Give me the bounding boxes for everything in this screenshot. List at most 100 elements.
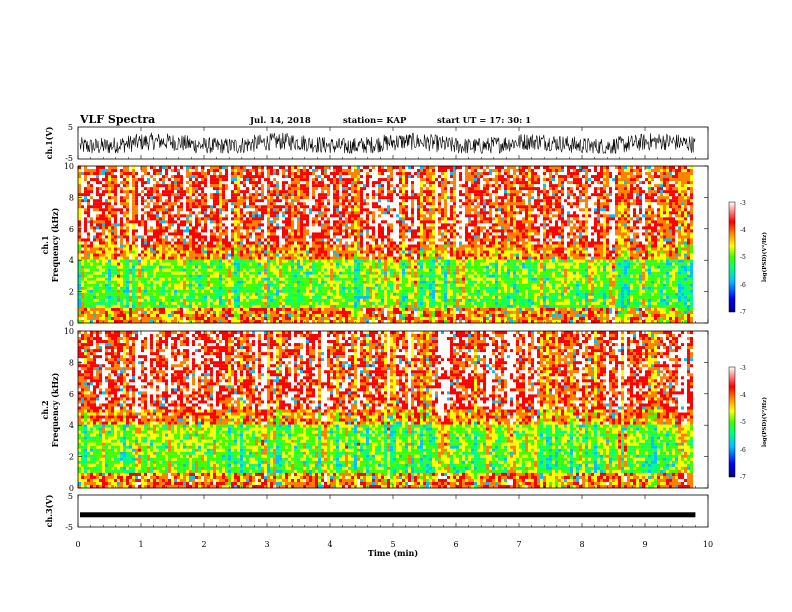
spectrogram-cell <box>186 266 189 269</box>
spectrogram-cell <box>147 190 150 193</box>
spectrogram-cell <box>147 175 150 178</box>
spectrogram-cell <box>162 317 165 320</box>
spectrogram-cell <box>126 308 129 311</box>
spectrogram-cell <box>123 166 126 169</box>
spectrogram-cell <box>90 266 93 269</box>
spectrogram-cell <box>84 181 87 184</box>
spectrogram-cell <box>114 296 117 299</box>
spectrogram-cell <box>114 229 117 232</box>
spectrogram-cell <box>123 214 126 217</box>
spectrogram-cell <box>87 166 90 169</box>
spectrogram-cell <box>177 293 180 296</box>
spectrogram-cell <box>162 199 165 202</box>
spectrogram-cell <box>156 184 159 187</box>
spectrogram-cell <box>168 208 171 211</box>
spectrogram-cell <box>159 275 162 278</box>
spectrogram-cell <box>117 290 120 293</box>
spectrogram-cell <box>201 245 204 248</box>
spectrogram-cell <box>108 251 111 254</box>
spectrogram-cell <box>90 257 93 260</box>
spectrogram-cell <box>96 175 99 178</box>
spectrogram-cell <box>105 266 108 269</box>
spectrogram-cell <box>138 272 141 275</box>
spectrogram-cell <box>171 260 174 263</box>
spectrogram-cell <box>96 235 99 238</box>
spectrogram-cell <box>129 290 132 293</box>
spectrogram-cell <box>180 263 183 266</box>
spectrogram-cell <box>165 226 168 229</box>
spectrogram-cell <box>108 284 111 287</box>
spectrogram-cell <box>162 287 165 290</box>
spectrogram-cell <box>81 299 84 302</box>
spectrogram-cell <box>156 187 159 190</box>
spectrogram-cell <box>102 317 105 320</box>
spectrogram-cell <box>123 245 126 248</box>
spectrogram-cell <box>180 166 183 169</box>
spectrogram-cell <box>183 272 186 275</box>
spectrogram-cell <box>177 211 180 214</box>
spectrogram-cell <box>93 266 96 269</box>
spectrogram-cell <box>171 202 174 205</box>
spectrogram-cell <box>141 238 144 241</box>
spectrogram-cell <box>129 269 132 272</box>
spectrogram-cell <box>147 251 150 254</box>
spectrogram-cell <box>117 314 120 317</box>
spectrogram-cell <box>84 178 87 181</box>
spectrogram-cell <box>111 272 114 275</box>
spectrogram-cell <box>177 266 180 269</box>
spectrogram-cell <box>156 284 159 287</box>
spectrogram-cell <box>117 275 120 278</box>
spectrogram-cell <box>168 302 171 305</box>
spectrogram-cell <box>111 290 114 293</box>
spectrogram-cell <box>138 175 141 178</box>
spectrogram-cell <box>174 308 177 311</box>
spectrogram-cell <box>159 254 162 257</box>
spectrogram-cell <box>117 272 120 275</box>
spectrogram-cell <box>183 248 186 251</box>
spectrogram-cell <box>195 293 198 296</box>
spectrogram-cell <box>105 226 108 229</box>
spectrogram-cell <box>189 208 192 211</box>
spectrogram-cell <box>174 278 177 281</box>
spectrogram-cell <box>123 220 126 223</box>
spectrogram-cell <box>102 193 105 196</box>
spectrogram-cell <box>114 193 117 196</box>
spectrogram-cell <box>171 293 174 296</box>
spectrogram-cell <box>81 184 84 187</box>
spectrogram-cell <box>84 272 87 275</box>
spectrogram-cell <box>126 202 129 205</box>
spectrogram-cell <box>108 196 111 199</box>
spectrogram-cell <box>195 187 198 190</box>
spectrogram-cell <box>162 181 165 184</box>
spectrogram-cell <box>99 226 102 229</box>
spectrogram-cell <box>81 257 84 260</box>
spectrogram-cell <box>195 266 198 269</box>
spectrogram-cell <box>123 284 126 287</box>
spectrogram-cell <box>156 317 159 320</box>
spectrogram-cell <box>132 266 135 269</box>
spectrogram-cell <box>186 178 189 181</box>
spectrogram-cell <box>93 251 96 254</box>
spectrogram-cell <box>192 245 195 248</box>
spectrogram-cell <box>162 193 165 196</box>
spectrogram-cell <box>87 181 90 184</box>
spectrogram-cell <box>153 202 156 205</box>
spectrogram-cell <box>108 232 111 235</box>
spectrogram-cell <box>102 278 105 281</box>
spectrogram-cell <box>198 202 201 205</box>
spectrogram-cell <box>162 232 165 235</box>
spectrogram-cell <box>123 266 126 269</box>
spectrogram-cell <box>183 178 186 181</box>
spectrogram-cell <box>141 169 144 172</box>
spectrogram-cell <box>183 241 186 244</box>
spectrogram-cell <box>180 266 183 269</box>
spectrogram-cell <box>105 278 108 281</box>
spectrogram-cell <box>195 290 198 293</box>
spectrogram-cell <box>81 199 84 202</box>
spectrogram-cell <box>81 220 84 223</box>
spectrogram-cell <box>105 184 108 187</box>
spectrogram-cell <box>81 181 84 184</box>
spectrogram-cell <box>162 278 165 281</box>
spectrogram-cell <box>153 187 156 190</box>
spectrogram-cell <box>159 260 162 263</box>
